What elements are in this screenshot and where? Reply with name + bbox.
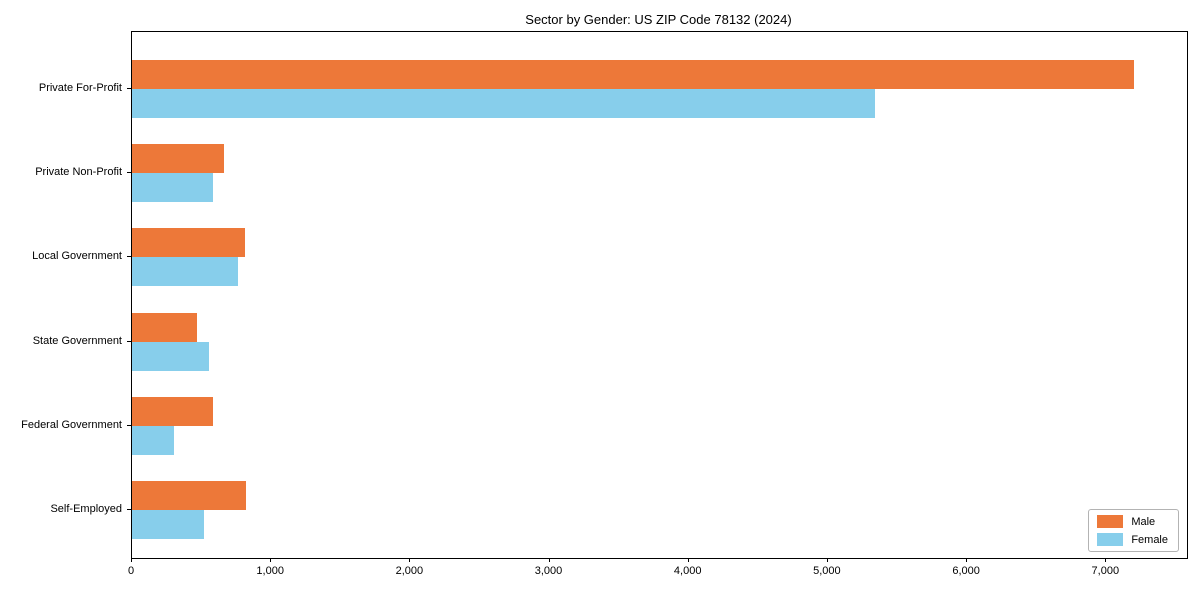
x-tick-5000 xyxy=(826,558,828,562)
x-tick-label-7000: 7,000 xyxy=(1091,565,1120,577)
category-label-self-employed: Self-Employed xyxy=(50,503,122,515)
legend-entry-male: Male xyxy=(1097,515,1168,528)
category-label-private-non-profit: Private Non-Profit xyxy=(35,166,122,179)
x-tick-label-1000: 1,000 xyxy=(256,565,284,577)
x-tick-label-5000: 5,000 xyxy=(813,565,841,577)
category-label-federal-government: Federal Government xyxy=(21,418,122,431)
chart-title: Sector by Gender: US ZIP Code 78132 (202… xyxy=(525,12,792,27)
category-label-private-for-profit: Private For-Profit xyxy=(38,82,122,94)
x-tick-7000 xyxy=(1105,558,1107,562)
y-tick-self-employed xyxy=(127,509,131,510)
x-tick-label-0: 0 xyxy=(127,565,135,577)
category-label-state-government: State Government xyxy=(32,334,122,347)
legend-swatch-male xyxy=(1097,515,1124,528)
bar-private-non-profit-male xyxy=(132,144,224,174)
x-tick-3000 xyxy=(548,558,550,562)
y-tick-local-government xyxy=(127,256,131,258)
y-tick-private-non-profit xyxy=(127,172,131,174)
bar-private-non-profit-female xyxy=(132,173,213,203)
bar-local-government-female xyxy=(132,257,238,287)
legend: Male Female xyxy=(1088,509,1179,552)
x-tick-label-6000: 6,000 xyxy=(952,565,980,577)
x-tick-label-2000: 2,000 xyxy=(395,565,424,577)
category-label-local-government: Local Government xyxy=(32,250,122,263)
bar-self-employed-female xyxy=(132,510,205,539)
bar-local-government-male xyxy=(132,228,245,258)
x-tick-0 xyxy=(131,558,132,562)
x-tick-2000 xyxy=(409,558,411,562)
x-tick-6000 xyxy=(966,558,968,562)
bar-self-employed-male xyxy=(132,481,247,510)
bar-state-government-female xyxy=(132,341,209,371)
bar-private-for-profit-male xyxy=(132,60,1135,89)
y-tick-state-government xyxy=(127,340,131,342)
legend-swatch-female xyxy=(1097,533,1124,546)
bar-private-for-profit-female xyxy=(132,89,876,118)
legend-label-female: Female xyxy=(1131,533,1168,546)
x-tick-4000 xyxy=(687,558,689,562)
legend-entry-female: Female xyxy=(1097,533,1168,546)
x-tick-1000 xyxy=(270,558,272,562)
plot-area: Male Female xyxy=(131,31,1188,559)
bar-federal-government-male xyxy=(132,396,213,426)
legend-label-male: Male xyxy=(1131,515,1156,528)
bar-state-government-male xyxy=(132,312,198,342)
bar-federal-government-female xyxy=(132,425,174,455)
x-tick-label-4000: 4,000 xyxy=(673,565,702,577)
x-tick-label-3000: 3,000 xyxy=(534,565,563,577)
y-tick-federal-government xyxy=(127,424,131,426)
y-tick-private-for-profit xyxy=(127,88,131,89)
